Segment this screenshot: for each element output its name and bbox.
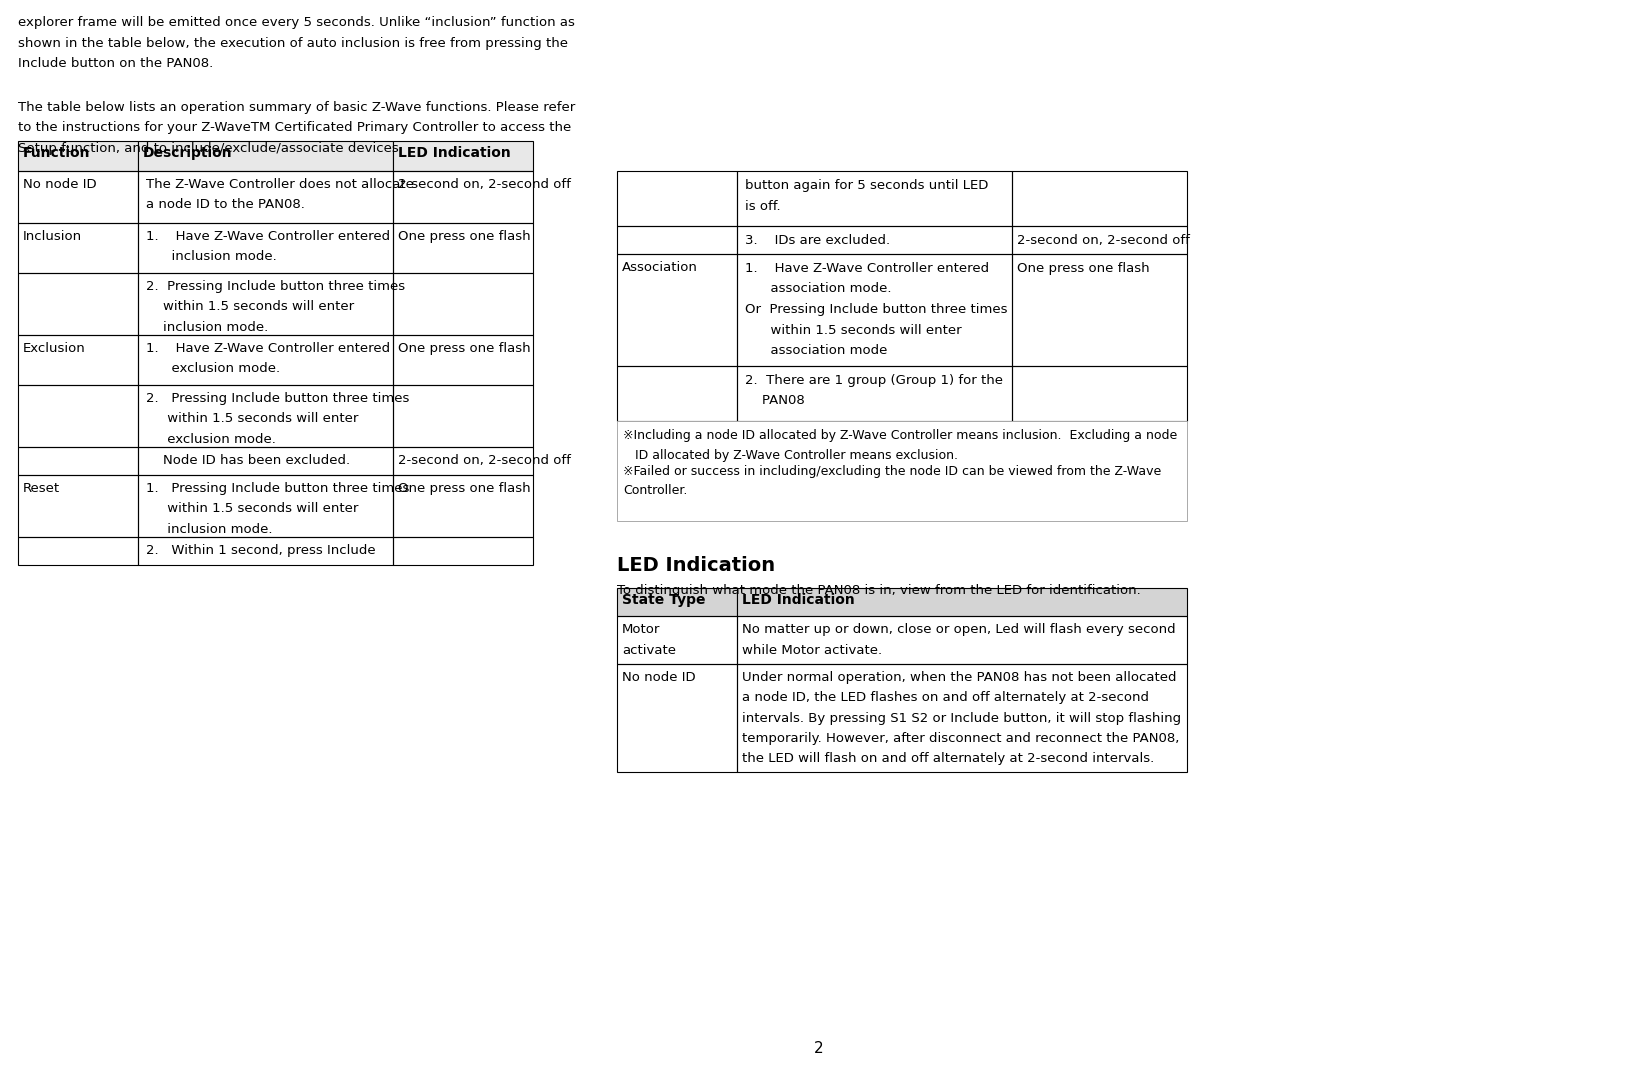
Bar xyxy=(1012,254,1187,366)
Text: Under normal operation, when the PAN08 has not been allocated
a node ID, the LED: Under normal operation, when the PAN08 h… xyxy=(742,672,1182,765)
Bar xyxy=(737,616,1187,664)
Text: No node ID: No node ID xyxy=(622,672,696,684)
Text: Inclusion: Inclusion xyxy=(23,230,82,243)
Text: No node ID: No node ID xyxy=(23,178,97,191)
Text: Exclusion: Exclusion xyxy=(23,342,85,355)
Bar xyxy=(138,476,393,537)
Text: One press one flash: One press one flash xyxy=(1017,262,1149,275)
Bar xyxy=(18,476,138,537)
Bar xyxy=(393,141,534,171)
Bar xyxy=(18,273,138,335)
Bar xyxy=(138,273,393,335)
Text: LED Indication: LED Indication xyxy=(742,593,855,607)
Text: LED Indication: LED Indication xyxy=(617,556,776,575)
Bar xyxy=(138,335,393,384)
Bar xyxy=(737,254,1012,366)
Text: Function: Function xyxy=(23,146,90,160)
Text: 2.  Pressing Include button three times
    within 1.5 seconds will enter
    in: 2. Pressing Include button three times w… xyxy=(146,280,404,334)
Text: One press one flash: One press one flash xyxy=(398,482,530,495)
Text: Reset: Reset xyxy=(23,482,61,495)
Bar xyxy=(617,226,737,254)
Bar xyxy=(393,171,534,223)
Bar xyxy=(737,366,1012,421)
Text: State Type: State Type xyxy=(622,593,706,607)
Text: The table below lists an operation summary of basic Z-Wave functions. Please ref: The table below lists an operation summa… xyxy=(18,101,575,155)
Bar xyxy=(393,335,534,384)
Text: 2-second on, 2-second off: 2-second on, 2-second off xyxy=(398,178,571,191)
Text: ※Failed or success in including/excluding the node ID can be viewed from the Z-W: ※Failed or success in including/excludin… xyxy=(624,465,1161,498)
Text: Description: Description xyxy=(142,146,232,160)
Bar xyxy=(138,141,393,171)
Text: One press one flash: One press one flash xyxy=(398,342,530,355)
Bar xyxy=(737,171,1012,226)
Bar xyxy=(18,447,138,476)
Text: 2.   Within 1 second, press Include: 2. Within 1 second, press Include xyxy=(146,544,375,557)
Bar xyxy=(737,226,1012,254)
Bar xyxy=(737,664,1187,772)
Text: 1.   Pressing Include button three times
     within 1.5 seconds will enter
    : 1. Pressing Include button three times w… xyxy=(146,482,409,536)
Text: Association: Association xyxy=(622,261,697,274)
Text: 1.    Have Z-Wave Controller entered
      inclusion mode.: 1. Have Z-Wave Controller entered inclus… xyxy=(146,230,390,263)
Text: LED Indication: LED Indication xyxy=(398,146,511,160)
Bar xyxy=(393,537,534,565)
Text: 3.    IDs are excluded.: 3. IDs are excluded. xyxy=(745,233,891,247)
Bar xyxy=(138,223,393,273)
Bar xyxy=(18,223,138,273)
Bar xyxy=(737,588,1187,616)
Text: One press one flash: One press one flash xyxy=(398,230,530,243)
Text: 2: 2 xyxy=(814,1041,823,1056)
Text: Node ID has been excluded.: Node ID has been excluded. xyxy=(146,454,350,467)
Text: The Z-Wave Controller does not allocate
a node ID to the PAN08.: The Z-Wave Controller does not allocate … xyxy=(146,178,414,211)
Text: Motor
activate: Motor activate xyxy=(622,623,676,657)
Bar xyxy=(617,664,737,772)
Bar xyxy=(1012,366,1187,421)
Text: 2.   Pressing Include button three times
     within 1.5 seconds will enter
    : 2. Pressing Include button three times w… xyxy=(146,392,409,446)
Bar xyxy=(393,476,534,537)
Text: ※Including a node ID allocated by Z-Wave Controller means inclusion.  Excluding : ※Including a node ID allocated by Z-Wave… xyxy=(624,429,1177,462)
Bar xyxy=(617,616,737,664)
Text: 2-second on, 2-second off: 2-second on, 2-second off xyxy=(1017,233,1190,247)
Bar xyxy=(393,223,534,273)
Bar xyxy=(617,254,737,366)
Bar xyxy=(1012,171,1187,226)
Bar xyxy=(18,537,138,565)
Bar xyxy=(393,447,534,476)
Bar xyxy=(18,141,138,171)
Bar xyxy=(617,171,737,226)
Bar xyxy=(617,366,737,421)
Text: 1.    Have Z-Wave Controller entered
      exclusion mode.: 1. Have Z-Wave Controller entered exclus… xyxy=(146,342,390,376)
Text: No matter up or down, close or open, Led will flash every second
while Motor act: No matter up or down, close or open, Led… xyxy=(742,623,1175,657)
Text: button again for 5 seconds until LED
is off.: button again for 5 seconds until LED is … xyxy=(745,179,989,212)
Text: 2-second on, 2-second off: 2-second on, 2-second off xyxy=(398,454,571,467)
Bar xyxy=(138,171,393,223)
Text: explorer frame will be emitted once every 5 seconds. Unlike “inclusion” function: explorer frame will be emitted once ever… xyxy=(18,16,575,70)
Bar xyxy=(393,273,534,335)
Bar xyxy=(18,335,138,384)
Text: 1.    Have Z-Wave Controller entered
      association mode.
Or  Pressing Includ: 1. Have Z-Wave Controller entered associ… xyxy=(745,262,1007,357)
Bar xyxy=(393,384,534,447)
Bar xyxy=(138,537,393,565)
Text: 2.  There are 1 group (Group 1) for the
    PAN08: 2. There are 1 group (Group 1) for the P… xyxy=(745,374,1003,407)
Bar xyxy=(18,384,138,447)
Text: To distinguish what mode the PAN08 is in, view from the LED for identification.: To distinguish what mode the PAN08 is in… xyxy=(617,584,1141,597)
Bar xyxy=(18,171,138,223)
Bar xyxy=(138,384,393,447)
Bar xyxy=(617,588,737,616)
Bar xyxy=(1012,226,1187,254)
Bar xyxy=(617,421,1187,521)
Bar xyxy=(138,447,393,476)
